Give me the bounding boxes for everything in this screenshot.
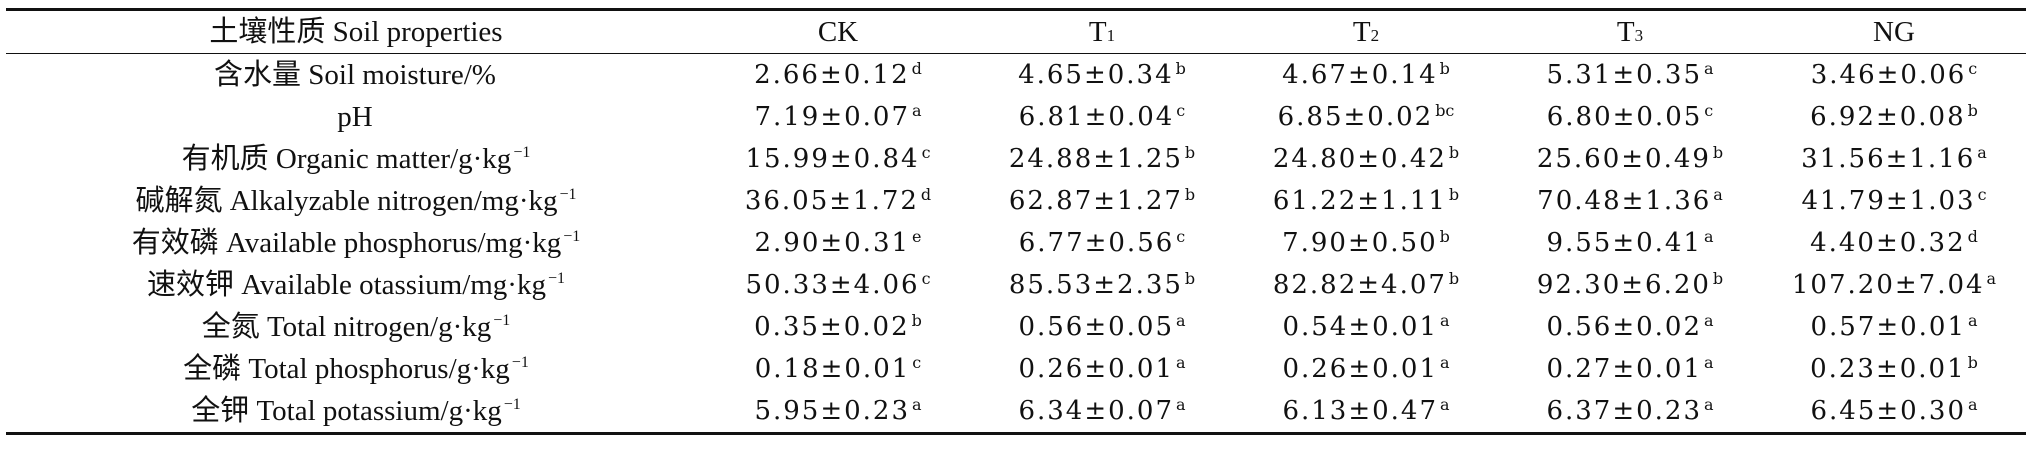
table-row: 全氮 Total nitrogen/g·kg −1 0.35±0.02 b 0.56… <box>6 306 2026 348</box>
table-row: 碱解氮 Alkalyzable nitrogen/mg·kg −1 36.05±1… <box>6 180 2026 222</box>
cell-t2: 24.80±0.42 b <box>1272 143 1460 174</box>
cell-ck: 5.95±0.23 a <box>754 395 922 426</box>
cell-ck: 36.05±1.72 d <box>744 185 932 216</box>
header-soil-properties: 土壤性质 Soil properties <box>209 16 503 48</box>
table-row: 有效磷 Available phosphorus/mg·kg −1 2.90±0.… <box>6 222 2026 264</box>
cell-t2: 61.22±1.11 b <box>1272 185 1460 216</box>
cell-t3: 9.55±0.41 a <box>1546 227 1714 258</box>
row-label: 全氮 Total nitrogen/g·kg −1 <box>201 311 511 343</box>
cell-t2: 6.85±0.02 bc <box>1277 101 1455 132</box>
cell-t2: 0.54±0.01 a <box>1282 311 1450 342</box>
row-label: 有效磷 Available phosphorus/mg·kg −1 <box>131 227 581 259</box>
table-row: 含水量 Soil moisture/% 2.66±0.12 d 4.65±0.34… <box>6 54 2026 97</box>
cell-ck: 2.90±0.31 e <box>754 227 922 258</box>
cell-t1: 6.81±0.04 c <box>1018 101 1186 132</box>
cell-ck: 0.18±0.01 c <box>754 353 922 384</box>
cell-t1: 6.77±0.56 c <box>1018 227 1186 258</box>
cell-ng: 31.56±1.16 a <box>1801 143 1987 174</box>
cell-t3: 70.48±1.36 a <box>1537 185 1723 216</box>
cell-t2: 7.90±0.50 b <box>1282 227 1450 258</box>
cell-t3: 0.56±0.02 a <box>1546 311 1714 342</box>
cell-ng: 41.79±1.03 c <box>1801 185 1987 216</box>
cell-t2: 82.82±4.07 b <box>1272 269 1460 300</box>
row-label: 有机质 Organic matter/g·kg −1 <box>181 143 531 175</box>
cell-t3: 92.30±6.20 b <box>1536 269 1724 300</box>
table-header-row: 土壤性质 Soil properties CK T1 T2 T3 NG <box>6 10 2026 54</box>
cell-t3: 25.60±0.49 b <box>1536 143 1724 174</box>
header-ck: CK <box>817 16 859 48</box>
cell-t1: 6.34±0.07 a <box>1018 395 1186 426</box>
cell-ck: 15.99±0.84 c <box>745 143 931 174</box>
table-body: 含水量 Soil moisture/% 2.66±0.12 d 4.65±0.34… <box>6 54 2026 434</box>
cell-t3: 6.37±0.23 a <box>1546 395 1714 426</box>
row-label: 速效钾 Available otassium/mg·kg −1 <box>147 269 565 301</box>
cell-ck: 7.19±0.07 a <box>754 101 922 132</box>
cell-ng: 3.46±0.06 c <box>1810 59 1978 90</box>
table-row: pH 7.19±0.07 a 6.81±0.04 c 6.85±0.02 bc 6.8… <box>6 96 2026 138</box>
cell-t2: 4.67±0.14 b <box>1282 59 1450 90</box>
table-row: 速效钾 Available otassium/mg·kg −1 50.33±4.0… <box>6 264 2026 306</box>
cell-t2: 6.13±0.47 a <box>1282 395 1450 426</box>
cell-ng: 6.45±0.30 a <box>1810 395 1978 426</box>
cell-t3: 6.80±0.05 c <box>1546 101 1714 132</box>
cell-ng: 107.20±7.04 a <box>1791 269 1997 300</box>
cell-t2: 0.26±0.01 a <box>1282 353 1450 384</box>
table-row: 全磷 Total phosphorus/g·kg −1 0.18±0.01 c 0.… <box>6 348 2026 390</box>
cell-t1: 0.56±0.05 a <box>1018 311 1186 342</box>
cell-ng: 6.92±0.08 b <box>1810 101 1978 132</box>
row-label: pH <box>337 101 373 133</box>
table-row: 有机质 Organic matter/g·kg −1 15.99±0.84 c 24… <box>6 138 2026 180</box>
row-label: 碱解氮 Alkalyzable nitrogen/mg·kg −1 <box>135 185 577 217</box>
row-label: 含水量 Soil moisture/% <box>214 59 496 91</box>
cell-t3: 5.31±0.35 a <box>1546 59 1714 90</box>
cell-ng: 4.40±0.32 d <box>1810 227 1978 258</box>
header-t1: T1 <box>1088 16 1116 48</box>
cell-ck: 0.35±0.02 b <box>754 311 922 342</box>
cell-t1: 85.53±2.35 b <box>1008 269 1196 300</box>
table-row: 全钾 Total potassium/g·kg −1 5.95±0.23 a 6.3… <box>6 390 2026 434</box>
header-ng: NG <box>1873 16 1915 48</box>
cell-t1: 4.65±0.34 b <box>1018 59 1186 90</box>
header-t3: T3 <box>1616 16 1644 48</box>
row-label: 全钾 Total potassium/g·kg −1 <box>191 395 521 427</box>
cell-t1: 62.87±1.27 b <box>1008 185 1196 216</box>
header-t2: T2 <box>1352 16 1380 48</box>
cell-ck: 2.66±0.12 d <box>754 59 922 90</box>
cell-t1: 24.88±1.25 b <box>1008 143 1196 174</box>
cell-t1: 0.26±0.01 a <box>1018 353 1186 384</box>
soil-properties-table: 土壤性质 Soil properties CK T1 T2 T3 NG 含水量 … <box>6 8 2026 435</box>
cell-ng: 0.23±0.01 b <box>1810 353 1978 384</box>
row-label: 全磷 Total phosphorus/g·kg −1 <box>183 353 529 385</box>
cell-ck: 50.33±4.06 c <box>745 269 931 300</box>
cell-ng: 0.57±0.01 a <box>1810 311 1978 342</box>
cell-t3: 0.27±0.01 a <box>1546 353 1714 384</box>
